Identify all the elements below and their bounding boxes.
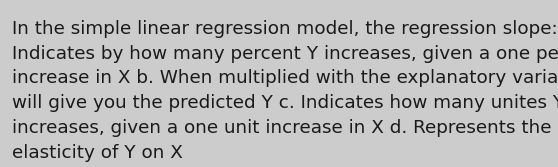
- Text: increases, given a one unit increase in X d. Represents the: increases, given a one unit increase in …: [12, 119, 552, 137]
- Text: Indicates by how many percent Y increases, given a one percent: Indicates by how many percent Y increase…: [12, 45, 558, 63]
- Text: elasticity of Y on X: elasticity of Y on X: [12, 144, 183, 162]
- Text: increase in X b. When multiplied with the explanatory variable: increase in X b. When multiplied with th…: [12, 69, 558, 88]
- Text: will give you the predicted Y c. Indicates how many unites Y: will give you the predicted Y c. Indicat…: [12, 94, 558, 112]
- Text: In the simple linear regression model, the regression slope: a.: In the simple linear regression model, t…: [12, 20, 558, 38]
